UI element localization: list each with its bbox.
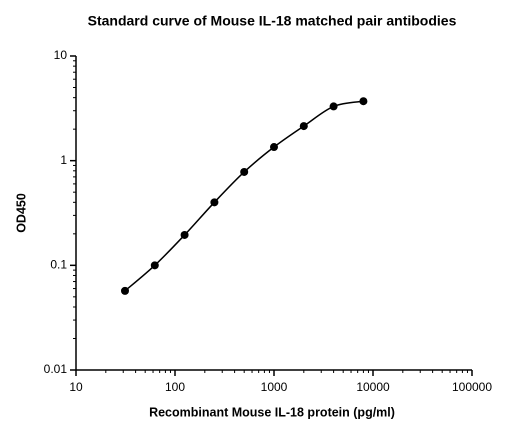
y-axis-label: OD450 bbox=[14, 193, 28, 233]
point bbox=[359, 97, 368, 106]
x-tick-label: 10000 bbox=[356, 380, 390, 394]
point bbox=[329, 102, 338, 111]
fit-curve bbox=[124, 100, 364, 292]
chart-title: Standard curve of Mouse IL-18 matched pa… bbox=[88, 13, 457, 29]
x-tick-label: 1000 bbox=[261, 380, 288, 394]
point bbox=[150, 261, 159, 270]
point bbox=[270, 143, 278, 152]
point bbox=[240, 167, 249, 176]
x-axis-label: Recombinant Mouse IL-18 protein (pg/ml) bbox=[149, 405, 395, 419]
y-tick-label: 0.01 bbox=[44, 362, 68, 376]
x-tick-label: 100 bbox=[165, 380, 185, 394]
point bbox=[299, 122, 308, 131]
y-tick-label: 10 bbox=[54, 48, 68, 62]
x-tick-label: 10 bbox=[69, 380, 83, 394]
y-tick-label: 1 bbox=[60, 153, 67, 167]
x-tick-label: 100000 bbox=[452, 380, 492, 394]
point bbox=[180, 230, 189, 239]
y-tick-label: 0.1 bbox=[50, 258, 67, 272]
point bbox=[210, 198, 219, 207]
point bbox=[120, 286, 129, 295]
